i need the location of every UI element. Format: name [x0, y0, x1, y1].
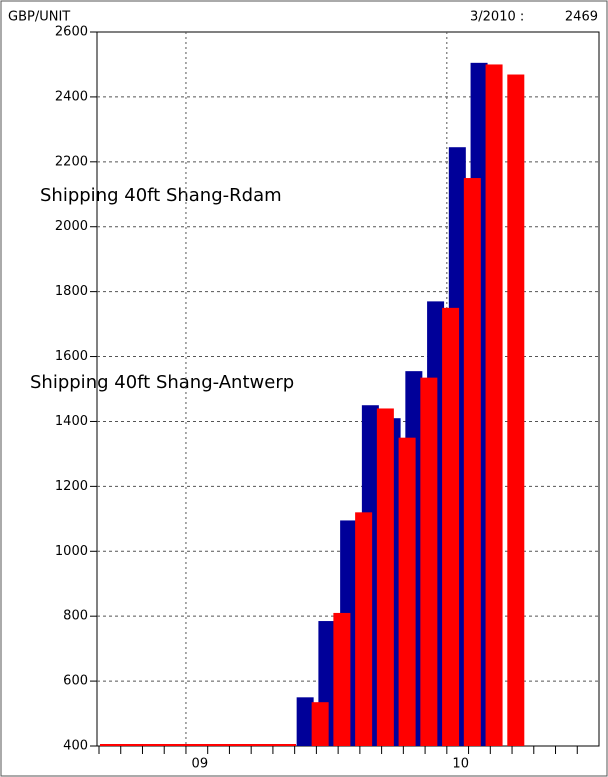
bar — [485, 64, 503, 747]
y-tick-label: 2600 — [55, 25, 88, 40]
bar — [355, 512, 373, 746]
y-tick-label: 800 — [63, 609, 88, 624]
y-tick-label: 400 — [63, 739, 88, 754]
annotation: Shipping 40ft Shang-Rdam — [40, 185, 282, 206]
y-tick-label: 600 — [63, 674, 88, 689]
bar — [442, 307, 460, 746]
bar — [463, 178, 481, 746]
bar — [376, 408, 394, 746]
y-tick-label: 1800 — [55, 284, 88, 299]
x-tick-label: 10 — [452, 757, 469, 772]
annotation: Shipping 40ft Shang-Antwerp — [30, 372, 294, 393]
header-value: 2469 — [565, 10, 598, 25]
header-label: 3/2010 : — [470, 10, 524, 25]
bar — [398, 437, 416, 746]
bar — [420, 377, 438, 746]
bar — [296, 697, 314, 746]
y-tick-label: 1200 — [55, 479, 88, 494]
y-tick-label: 2000 — [55, 219, 88, 234]
y-tick-label: 1600 — [55, 349, 88, 364]
bar — [311, 702, 329, 746]
y-tick-label: 2200 — [55, 154, 88, 169]
x-tick-label: 09 — [192, 757, 209, 772]
bar — [333, 612, 351, 746]
bar — [507, 74, 525, 747]
y-tick-label: 2400 — [55, 89, 88, 104]
unit-label: GBP/UNIT — [8, 10, 70, 25]
y-tick-label: 1400 — [55, 414, 88, 429]
y-tick-label: 1000 — [55, 544, 88, 559]
